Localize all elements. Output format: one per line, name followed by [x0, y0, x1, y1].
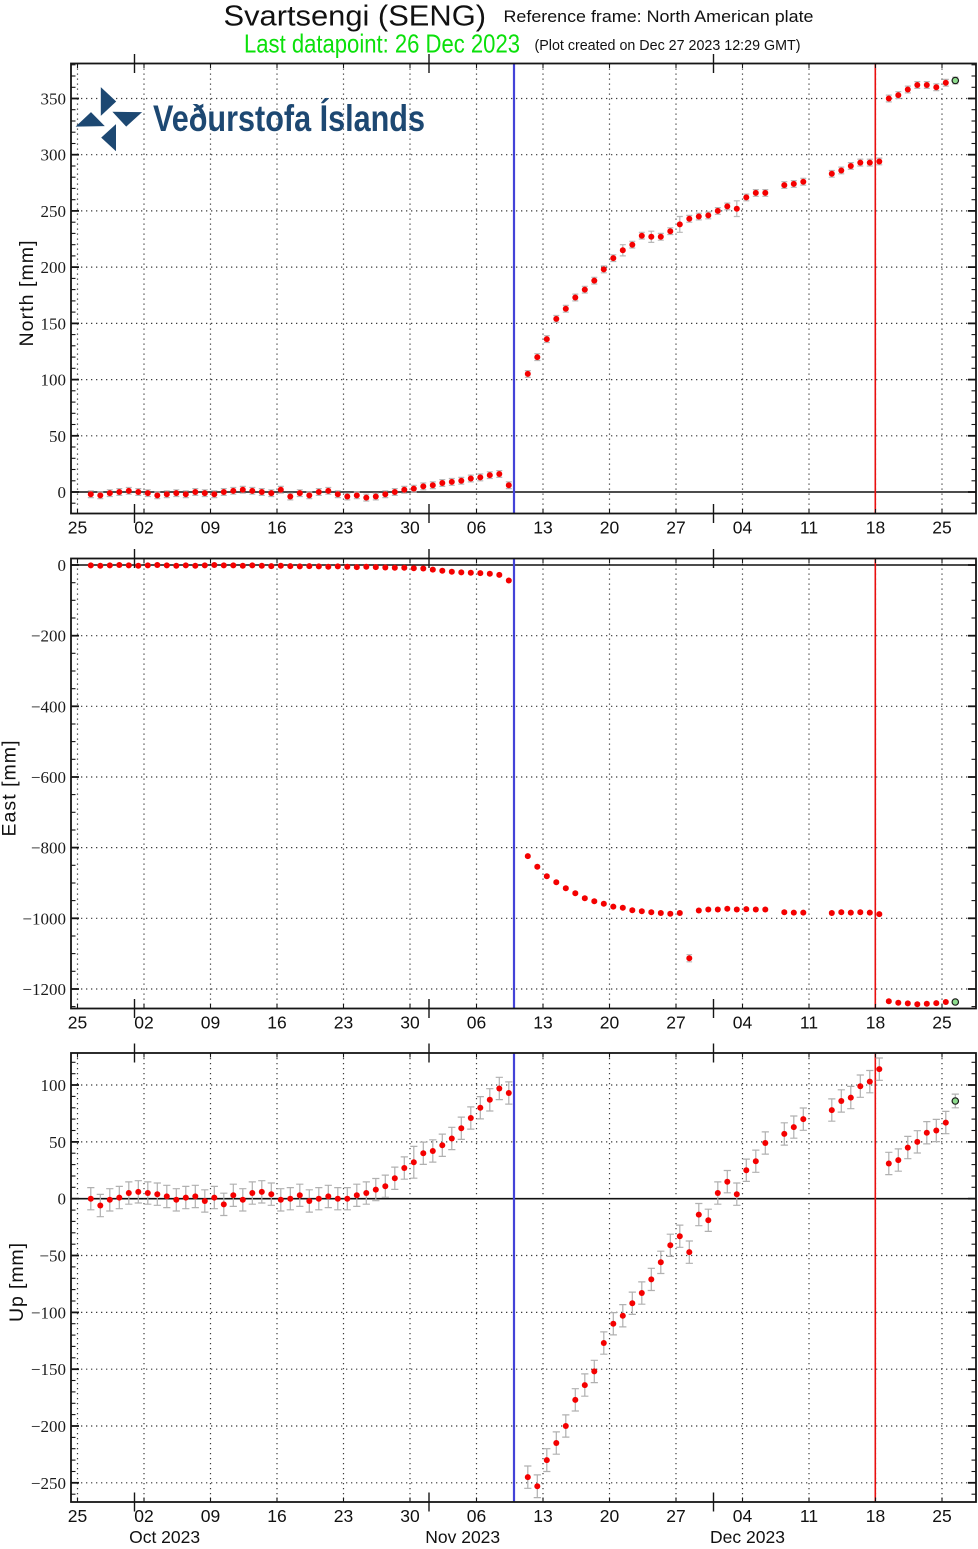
svg-text:100: 100 [41, 371, 67, 390]
svg-text:11: 11 [800, 1506, 818, 1526]
svg-text:13: 13 [533, 1013, 552, 1033]
svg-text:11: 11 [800, 1013, 818, 1033]
svg-text:250: 250 [41, 202, 67, 221]
svg-text:Oct 2023: Oct 2023 [129, 1527, 200, 1544]
svg-text:Svartsengi (SENG): Svartsengi (SENG) [224, 1, 487, 33]
svg-text:−50: −50 [39, 1247, 66, 1266]
svg-text:30: 30 [400, 1506, 420, 1526]
svg-text:−600: −600 [31, 768, 66, 787]
svg-text:09: 09 [201, 1506, 220, 1526]
svg-text:30: 30 [400, 518, 420, 538]
svg-text:20: 20 [600, 518, 620, 538]
svg-text:−400: −400 [31, 697, 66, 716]
svg-text:−800: −800 [31, 839, 66, 858]
svg-text:Last datapoint: 26 Dec 2023: Last datapoint: 26 Dec 2023 [244, 28, 520, 58]
svg-text:18: 18 [866, 1013, 885, 1033]
svg-text:Nov 2023: Nov 2023 [425, 1527, 500, 1544]
svg-text:27: 27 [666, 1506, 685, 1526]
svg-text:04: 04 [733, 1506, 753, 1526]
svg-text:25: 25 [68, 1506, 87, 1526]
svg-text:18: 18 [866, 518, 885, 538]
svg-text:−150: −150 [31, 1360, 66, 1379]
svg-text:Dec 2023: Dec 2023 [710, 1527, 785, 1544]
svg-text:300: 300 [41, 146, 67, 165]
svg-text:Reference frame: North America: Reference frame: North American plate [504, 8, 814, 26]
svg-text:16: 16 [267, 1013, 286, 1033]
svg-text:13: 13 [533, 518, 552, 538]
svg-text:16: 16 [267, 518, 286, 538]
svg-text:06: 06 [467, 518, 486, 538]
svg-text:25: 25 [932, 518, 951, 538]
svg-text:06: 06 [467, 1013, 486, 1033]
svg-text:−100: −100 [31, 1303, 66, 1322]
svg-text:0: 0 [58, 1190, 67, 1209]
svg-text:50: 50 [49, 1133, 66, 1152]
svg-text:25: 25 [932, 1506, 951, 1526]
svg-text:18: 18 [866, 1506, 885, 1526]
svg-text:02: 02 [134, 518, 153, 538]
svg-text:27: 27 [666, 1013, 685, 1033]
svg-text:Veðurstofa Íslands: Veðurstofa Íslands [153, 98, 425, 139]
svg-text:350: 350 [41, 90, 67, 109]
svg-text:(Plot created on Dec 27 2023 1: (Plot created on Dec 27 2023 12:29 GMT) [535, 37, 801, 54]
svg-text:23: 23 [334, 1506, 353, 1526]
svg-text:20: 20 [600, 1506, 620, 1526]
svg-text:23: 23 [334, 1013, 353, 1033]
svg-text:25: 25 [68, 518, 87, 538]
svg-text:0: 0 [58, 556, 67, 575]
svg-text:0: 0 [58, 483, 67, 502]
svg-text:−1200: −1200 [22, 980, 66, 999]
svg-text:23: 23 [334, 518, 353, 538]
svg-text:25: 25 [932, 1013, 951, 1033]
svg-text:06: 06 [467, 1506, 486, 1526]
svg-text:North [mm]: North [mm] [16, 241, 38, 347]
svg-text:13: 13 [533, 1506, 552, 1526]
svg-text:−200: −200 [31, 627, 66, 646]
svg-text:200: 200 [41, 258, 67, 277]
svg-text:11: 11 [800, 518, 818, 538]
svg-text:150: 150 [41, 314, 67, 333]
svg-text:27: 27 [666, 518, 685, 538]
svg-text:25: 25 [68, 1013, 87, 1033]
svg-text:East [mm]: East [mm] [0, 741, 21, 837]
svg-text:100: 100 [41, 1076, 67, 1095]
svg-text:09: 09 [201, 518, 220, 538]
svg-text:30: 30 [400, 1013, 420, 1033]
svg-text:50: 50 [49, 427, 66, 446]
svg-text:−1000: −1000 [22, 909, 66, 928]
svg-text:−250: −250 [31, 1474, 66, 1493]
svg-text:04: 04 [733, 1013, 753, 1033]
svg-text:−200: −200 [31, 1417, 66, 1436]
svg-text:04: 04 [733, 518, 753, 538]
svg-text:20: 20 [600, 1013, 620, 1033]
svg-text:09: 09 [201, 1013, 220, 1033]
svg-text:02: 02 [134, 1506, 153, 1526]
svg-text:16: 16 [267, 1506, 286, 1526]
svg-text:Up [mm]: Up [mm] [6, 1243, 28, 1322]
svg-text:02: 02 [134, 1013, 153, 1033]
